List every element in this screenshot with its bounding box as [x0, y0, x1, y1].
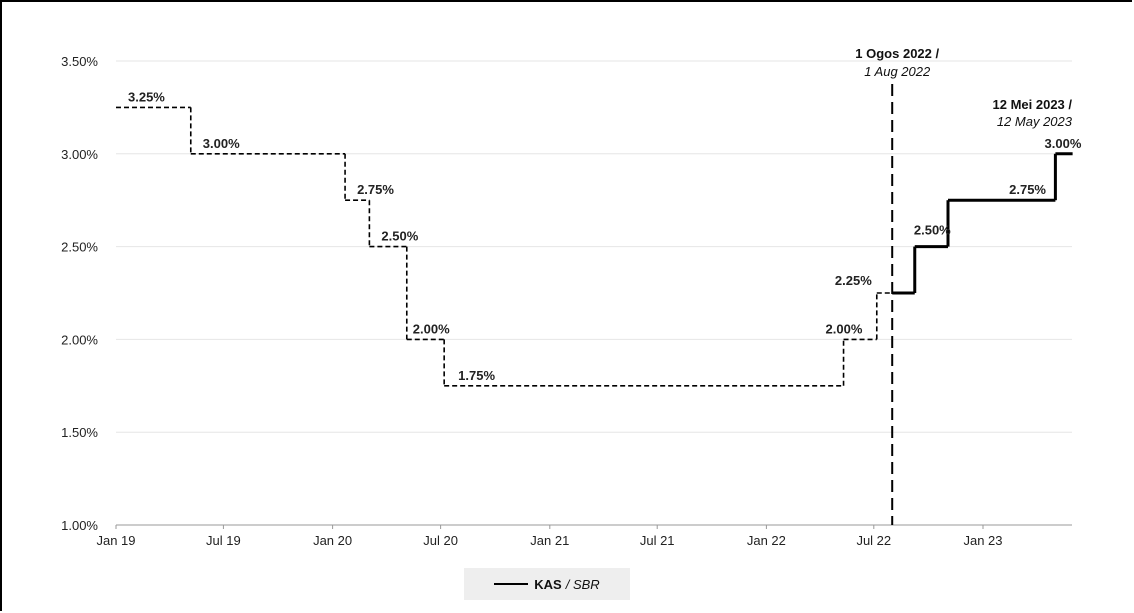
- annotation-1-line1: 1 Ogos 2022 /: [855, 46, 939, 61]
- annotations: 1 Ogos 2022 / 1 Aug 2022 12 Mei 2023 / 12 M…: [855, 46, 1073, 525]
- data-label: 2.75%: [357, 182, 394, 197]
- annotation-2-line2: 12 May 2023: [997, 114, 1073, 129]
- y-tick-label: 1.00%: [61, 518, 98, 533]
- axes: 3.50% 3.00% 2.50% 2.00% 1.50% 1.00%Jan 19 Jul …: [61, 54, 1072, 548]
- data-label: 2.25%: [835, 273, 872, 288]
- x-tick-label: Jul 19: [206, 533, 241, 548]
- data-label: 3.00%: [1045, 136, 1082, 151]
- annotation-1-line2: 1 Aug 2022: [864, 64, 931, 79]
- data-label: 2.75%: [1009, 182, 1046, 197]
- data-label: 3.25%: [128, 89, 165, 104]
- x-tick-label: Jan 21: [530, 533, 569, 548]
- x-tick-label: Jul 20: [423, 533, 458, 548]
- y-tick-label: 2.00%: [61, 332, 98, 347]
- data-label: 1.75%: [458, 368, 495, 383]
- y-tick-label: 3.00%: [61, 147, 98, 162]
- x-tick-label: Jan 19: [96, 533, 135, 548]
- legend-label-sbr: / SBR: [565, 576, 600, 592]
- data-label: 2.50%: [914, 223, 951, 238]
- annotation-2-line1: 12 Mei 2023 /: [993, 97, 1073, 112]
- y-tick-label: 1.50%: [61, 425, 98, 440]
- x-tick-label: Jan 22: [747, 533, 786, 548]
- data-label: 2.50%: [381, 229, 418, 244]
- legend-swatch: [494, 583, 529, 585]
- y-tick-label: 3.50%: [61, 54, 98, 69]
- legend-label-kas: KAS: [534, 576, 562, 592]
- series-kas-sbr: [116, 106, 1073, 387]
- x-tick-label: Jan 23: [963, 533, 1002, 548]
- data-label: 2.00%: [826, 321, 863, 336]
- x-tick-label: Jul 22: [856, 533, 891, 548]
- grid-lines: [116, 60, 1072, 433]
- data-label: 2.00%: [413, 321, 450, 336]
- legend: KAS / SBR: [464, 568, 630, 600]
- y-tick-label: 2.50%: [61, 240, 98, 255]
- data-label: 3.00%: [203, 136, 240, 151]
- x-tick-label: Jan 20: [313, 533, 352, 548]
- data-labels: 3.25% 3.00% 2.75% 2.50% 2.00% 1.75% 2.00% 2.25%…: [128, 89, 1082, 382]
- x-tick-label: Jul 21: [640, 533, 675, 548]
